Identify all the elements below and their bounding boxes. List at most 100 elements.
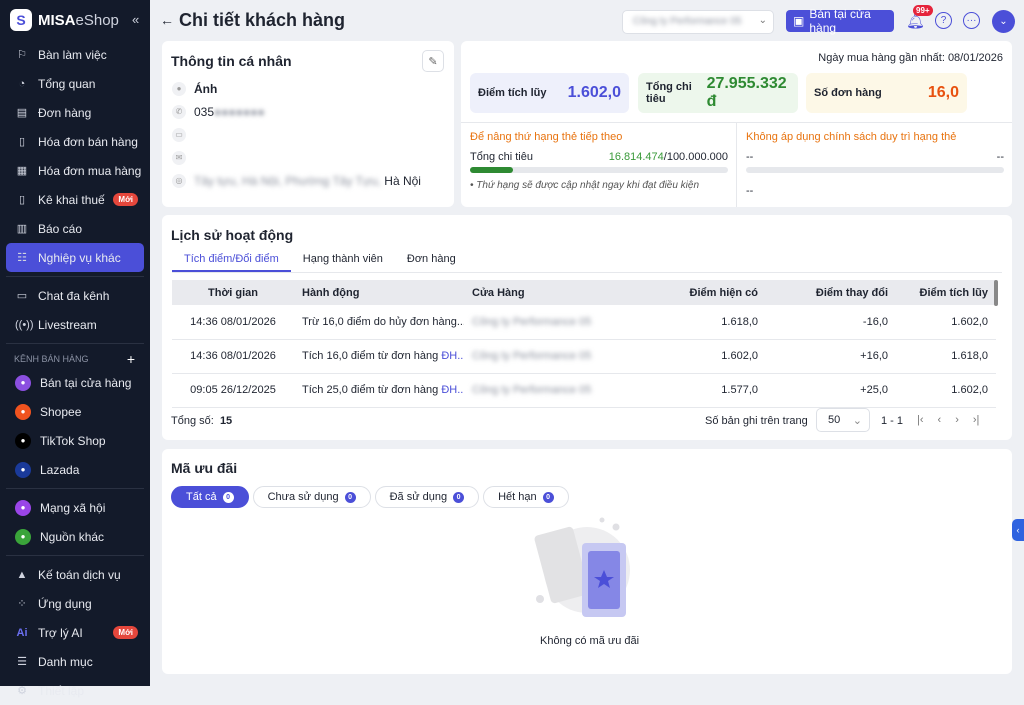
table-row[interactable]: 09:05 26/12/2025 Tích 25,0 điểm từ đơn h… — [172, 373, 996, 408]
table-row[interactable]: 14:36 08/01/2026 Tích 16,0 điểm từ đơn h… — [172, 339, 996, 374]
sidebar-item-báo-cáo[interactable]: ▥ Báo cáo — [0, 214, 150, 243]
progress-fill — [470, 167, 514, 173]
divider — [6, 343, 144, 344]
collapse-sidebar-icon[interactable]: « — [132, 12, 140, 27]
per-page-select[interactable]: 50 ⌄ — [816, 408, 870, 432]
sidebar-item-lazada[interactable]: ● Lazada — [0, 455, 150, 484]
filter-count: 0 — [222, 491, 234, 503]
first-page-icon[interactable]: |‹ — [917, 414, 924, 426]
activity-card: Lịch sử hoạt động Tích điểm/Đổi điểm Hạng… — [162, 215, 1012, 440]
order-link[interactable]: ĐH... — [441, 384, 464, 396]
channel-icon: ● — [15, 432, 31, 449]
logo-text: MISA — [38, 11, 76, 29]
filter-0[interactable]: Tất cả 0 — [171, 486, 249, 508]
edit-icon[interactable]: ✎ — [422, 50, 444, 72]
column-header[interactable]: Điểm thay đổi — [766, 280, 896, 305]
points-change: +25,0 — [766, 373, 896, 408]
channel-icon: ● — [15, 499, 31, 516]
tab-2[interactable]: Đơn hàng — [406, 253, 456, 265]
column-header[interactable]: Điểm hiện có — [634, 280, 766, 305]
sidebar-item-bán-tại-cửa-hàng[interactable]: ● Bán tại cửa hàng — [0, 368, 150, 397]
filter-count: 0 — [542, 491, 554, 503]
total-points: 1.602,0 — [896, 373, 996, 408]
maintain-title: Không áp dụng chính sách duy trì hạng th… — [746, 131, 957, 143]
section-title: KÊNH BÁN HÀNG — [14, 354, 89, 364]
stat-value: 16,0 — [927, 84, 959, 101]
sidebar-item-nghiệp-vụ-khác[interactable]: ☷ Nghiệp vụ khác — [6, 243, 144, 272]
personal-info-card: Thông tin cá nhân ✎ ● Ánh ✆ 035●●●●●●● ▭ ✉… — [162, 41, 454, 207]
sidebar-item-thiết-lập[interactable]: ⚙ Thiết lập — [0, 676, 150, 705]
empty-voucher-illustration — [534, 517, 630, 617]
last-page-icon[interactable]: ›| — [972, 414, 980, 426]
sidebar-item-kế-toán-dịch-vụ[interactable]: ▲ Kế toán dịch vụ — [0, 560, 150, 589]
account-menu-icon[interactable]: ⌄ — [992, 10, 1015, 33]
store-name: Công ty Performance 05 — [472, 315, 592, 328]
filter-1[interactable]: Chưa sử dụng 0 — [252, 486, 371, 508]
upgrade-progress-bar — [470, 167, 728, 173]
sidebar-item-đơn-hàng[interactable]: ▤ Đơn hàng — [0, 98, 150, 127]
apps-icon: ⁘ — [17, 598, 27, 610]
points-change: -16,0 — [766, 305, 896, 340]
more-icon[interactable]: ··· — [963, 12, 980, 29]
order-link[interactable]: ĐH... — [441, 350, 464, 362]
sidebar-item-bàn-làm-việc[interactable]: ⚐ Bàn làm việc — [0, 40, 150, 69]
card-title: Lịch sử hoạt động — [171, 227, 294, 243]
tab-0[interactable]: Tích điểm/Đổi điểm — [172, 249, 291, 272]
pos-button-label: Bán tại cửa hàng — [809, 7, 871, 35]
misa-logo-icon: S — [10, 9, 32, 31]
table-scrollbar[interactable] — [994, 280, 998, 306]
column-header[interactable]: Hành động — [294, 280, 464, 305]
add-channel-icon[interactable]: + — [126, 351, 135, 367]
sidebar-item-livestream[interactable]: ((•)) Livestream — [0, 310, 150, 339]
top-bar: ← Chi tiết khách hàng Công ty Performanc… — [150, 0, 1024, 40]
column-header[interactable]: Điểm tích lũy — [896, 280, 996, 305]
sidebar-item-label: TikTok Shop — [40, 433, 106, 448]
phone-number: 035●●●●●●● — [194, 105, 265, 119]
side-panel-toggle-icon[interactable]: ‹ — [1012, 519, 1024, 541]
sidebar-item-chat-đa-kênh[interactable]: ▭ Chat đa kênh — [0, 281, 150, 310]
total-points: 1.618,0 — [896, 339, 996, 374]
address-detail: Tây tựu, Hà Nội, Phường Tây Tựu, — [194, 173, 381, 188]
pos-button[interactable]: ▣ Bán tại cửa hàng — [786, 7, 894, 35]
chevron-down-icon: ⌄ — [852, 415, 862, 427]
sidebar-item-shopee[interactable]: ● Shopee — [0, 397, 150, 426]
sidebar-item-danh-mục[interactable]: ☰ Danh mục — [0, 647, 150, 676]
sidebar-item-nguồn-khác[interactable]: ● Nguồn khác — [0, 522, 150, 551]
logo[interactable]: S MISA eShop — [0, 0, 150, 40]
filter-3[interactable]: Hết hạn 0 — [483, 486, 569, 508]
help-icon[interactable]: ? — [935, 12, 952, 29]
promo-filters: Tất cả 0 Chưa sử dụng 0 Đã sử dụng 0 Hết hạn 0 — [171, 486, 573, 508]
table-row[interactable]: 14:36 08/01/2026 Trừ 16,0 điểm do hủy đơ… — [172, 305, 996, 340]
current-points: 1.577,0 — [634, 373, 766, 408]
store-name: Công ty Performance 05 — [633, 16, 742, 27]
sidebar-item-ứng-dụng[interactable]: ⁘ Ứng dụng — [0, 589, 150, 618]
store: Công ty Performance 05 — [464, 339, 634, 374]
prev-page-icon[interactable]: ‹ — [937, 414, 942, 426]
sidebar-item-kê-khai-thuế[interactable]: ▯ Kê khai thuế Mới — [0, 185, 150, 214]
dashboard-icon: ◔ — [18, 77, 26, 90]
sidebar-item-hóa-đơn-mua-hàng[interactable]: ▦ Hóa đơn mua hàng — [0, 156, 150, 185]
store-select[interactable]: Công ty Performance 05 ⌄ — [622, 10, 774, 34]
tab-1[interactable]: Hạng thành viên — [302, 253, 383, 265]
sidebar-item-mạng-xã-hội[interactable]: ● Mạng xã hội — [0, 493, 150, 522]
column-header[interactable]: Cửa Hàng — [464, 280, 634, 305]
phone-prefix: 035 — [194, 104, 215, 119]
sidebar-item-hóa-đơn-bán-hàng[interactable]: ▯ Hóa đơn bán hàng — [0, 127, 150, 156]
sidebar-item-tổng-quan[interactable]: ◔ Tổng quan — [0, 69, 150, 98]
column-header[interactable]: Thời gian — [172, 280, 294, 305]
catalog-icon: ☰ — [17, 656, 27, 668]
channel-icon: ● — [15, 528, 31, 545]
back-arrow-icon[interactable]: ← — [160, 12, 174, 28]
sidebar-item-label: Chat đa kênh — [38, 288, 110, 303]
phone-icon: ✆ — [172, 104, 186, 119]
filter-2[interactable]: Đã sử dụng 0 — [374, 486, 480, 508]
action: Tích 16,0 điểm từ đơn hàng ĐH... — [294, 339, 464, 374]
sidebar-item-trợ-lý-ai[interactable]: Ai Trợ lý AI Mới — [0, 618, 150, 647]
bell-icon[interactable]: 🔔︎ — [906, 13, 926, 30]
sidebar-item-tiktok-shop[interactable]: ● TikTok Shop — [0, 426, 150, 455]
empty-message: Không có mã ưu đãi — [540, 635, 640, 647]
store-name: Công ty Performance 05 — [472, 350, 592, 362]
maintain-bottom: -- — [746, 185, 754, 197]
time: 14:36 08/01/2026 — [172, 305, 294, 340]
next-page-icon[interactable]: › — [955, 414, 959, 426]
